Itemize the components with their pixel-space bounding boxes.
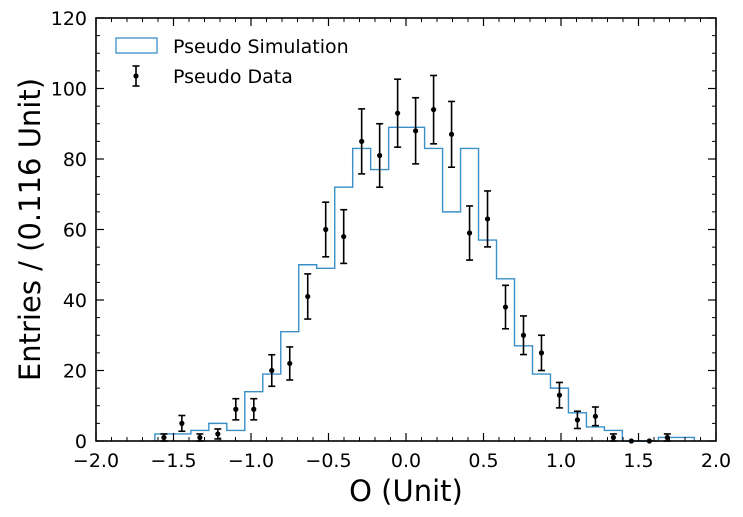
- data-point: [358, 108, 366, 175]
- data-marker: [251, 406, 257, 412]
- y-tick-label: 0: [75, 431, 87, 453]
- y-tick-label: 20: [63, 361, 87, 383]
- x-tick-label: 0.5: [468, 450, 498, 472]
- y-tick-label: 100: [51, 79, 87, 101]
- data-marker: [377, 152, 383, 159]
- data-marker: [233, 406, 239, 412]
- data-marker: [538, 350, 545, 356]
- data-point: [178, 414, 186, 433]
- data-point: [502, 284, 510, 330]
- data-point: [232, 397, 240, 421]
- x-axis-title: O (Unit): [349, 474, 463, 508]
- y-axis-title: Entries / (0.116 Unit): [13, 78, 47, 381]
- data-marker: [484, 216, 491, 222]
- x-tick-label: −0.5: [305, 450, 351, 472]
- data-marker: [413, 128, 419, 134]
- data-marker: [448, 131, 455, 137]
- data-marker: [341, 233, 347, 240]
- data-marker: [359, 138, 365, 144]
- legend: Pseudo Simulation Pseudo Data: [115, 36, 349, 88]
- data-marker: [323, 226, 329, 233]
- data-point: [537, 334, 545, 372]
- data-point: [448, 100, 456, 169]
- legend-data-label: Pseudo Data: [173, 66, 293, 88]
- x-tick-label: 0.0: [391, 450, 421, 472]
- legend-data-marker: [132, 65, 140, 87]
- data-point: [322, 201, 330, 258]
- legend-data-dot: [133, 73, 139, 79]
- simulation-step-line: [154, 126, 695, 442]
- y-tick-label: 80: [63, 149, 87, 171]
- x-tick-label: −2.0: [73, 450, 119, 472]
- y-tick-label: 120: [51, 8, 87, 30]
- data-marker: [556, 392, 563, 398]
- data-marker: [161, 434, 167, 441]
- x-tick-label: 2.0: [701, 450, 731, 472]
- data-marker: [395, 110, 401, 116]
- data-marker: [430, 107, 437, 113]
- data-point: [519, 315, 527, 356]
- data-marker: [520, 332, 527, 338]
- data-point: [591, 406, 599, 427]
- data-marker: [269, 367, 275, 374]
- x-tick-label: −1.0: [228, 450, 274, 472]
- data-point: [555, 381, 563, 409]
- data-point: [573, 410, 581, 430]
- x-tick-label: −1.5: [150, 450, 196, 472]
- data-marker: [179, 420, 185, 426]
- y-tick-label: 40: [63, 290, 87, 312]
- x-tick-label: 1.5: [623, 450, 653, 472]
- data-marker: [502, 304, 509, 310]
- legend-simulation-label: Pseudo Simulation: [173, 36, 349, 58]
- data-marker: [215, 431, 221, 437]
- y-tick-label: 60: [63, 220, 87, 242]
- data-point: [394, 78, 402, 148]
- data-marker: [574, 417, 581, 423]
- data-point: [484, 190, 492, 248]
- data-marker: [466, 230, 473, 236]
- data-point: [376, 122, 384, 188]
- data-point: [412, 96, 420, 165]
- x-tick-label: 1.0: [546, 450, 576, 472]
- legend-simulation-swatch: [115, 37, 158, 54]
- data-point: [268, 353, 276, 388]
- data-marker: [197, 434, 203, 441]
- data-marker: [592, 413, 599, 419]
- data-point: [430, 74, 438, 145]
- data-marker: [287, 360, 293, 367]
- axes: −2.0 −1.5 −1.0 −0.5 0.0 0.5 1.0 1.5 2.0 0 20 40 60 80…: [51, 8, 731, 472]
- data-point: [340, 208, 348, 265]
- data-point: [286, 346, 294, 381]
- data-point: [466, 205, 474, 261]
- data-point: [250, 397, 258, 421]
- data-marker: [610, 434, 616, 441]
- data-marker: [305, 293, 311, 300]
- data-marker: [664, 434, 670, 441]
- data-point: [304, 273, 312, 320]
